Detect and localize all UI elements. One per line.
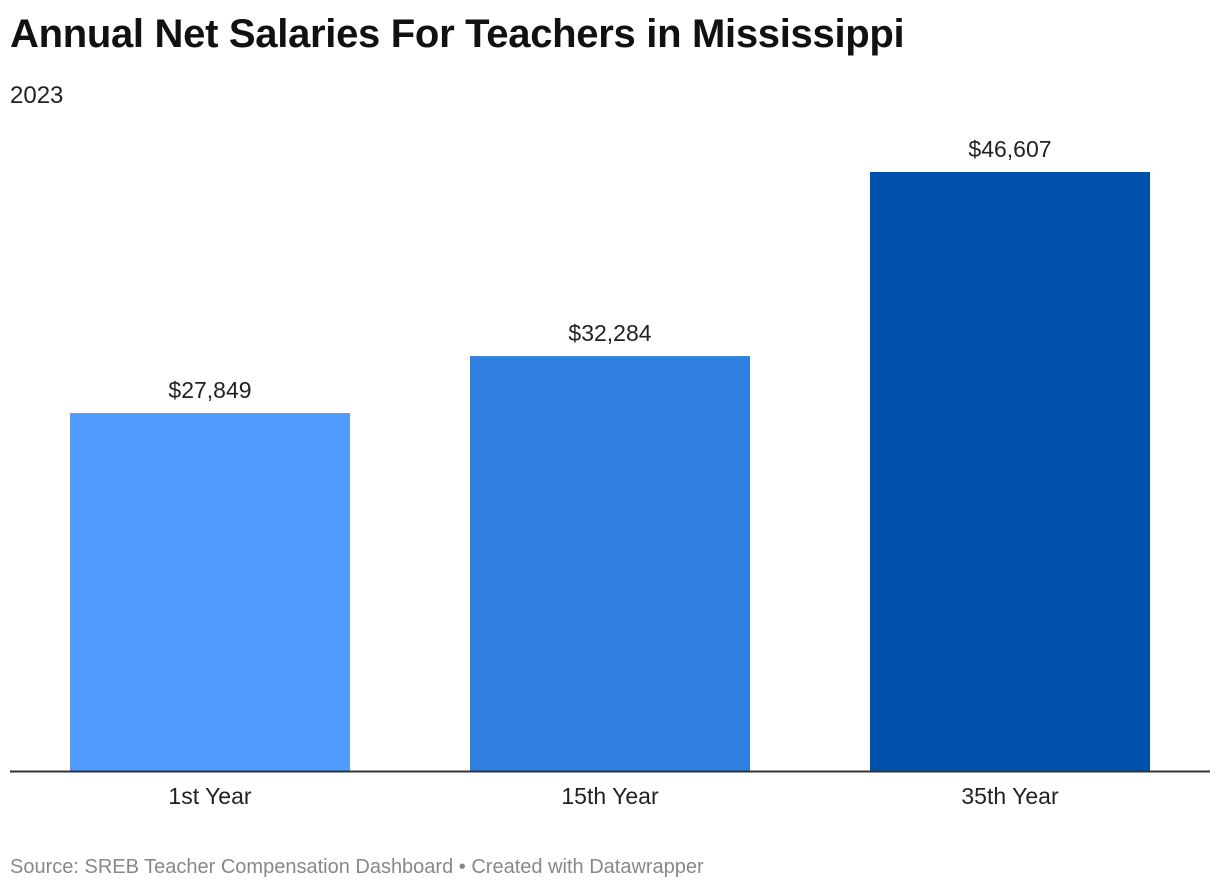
source-text: Source: SREB Teacher Compensation Dashbo…: [10, 856, 454, 878]
credit-text: Created with Datawrapper: [471, 856, 704, 878]
x-tick-label-1: 1st Year: [168, 783, 251, 809]
bar-3: [870, 172, 1150, 771]
chart-title: Annual Net Salaries For Teachers in Miss…: [10, 12, 905, 56]
bar-value-label-3: $46,607: [968, 136, 1051, 162]
bar-value-label-1: $27,849: [168, 377, 251, 403]
footer-separator: •: [458, 856, 466, 878]
x-tick-label-3: 35th Year: [961, 783, 1059, 809]
chart-footer: Source: SREB Teacher Compensation Dashbo…: [10, 856, 704, 879]
chart-subtitle: 2023: [10, 82, 64, 109]
x-tick-label-2: 15th Year: [561, 783, 659, 809]
bar-value-label-2: $32,284: [568, 320, 651, 346]
bar-2: [470, 356, 750, 771]
bar-1: [70, 413, 350, 771]
